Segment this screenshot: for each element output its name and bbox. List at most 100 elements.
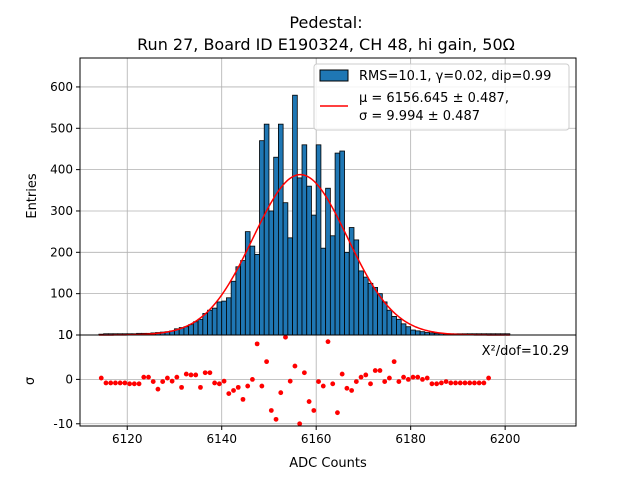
- histogram-bar: [325, 187, 331, 336]
- residual-point: [382, 379, 388, 385]
- histogram-bar: [226, 297, 232, 336]
- top-y-tick-label: 600: [50, 80, 73, 94]
- histogram-bar: [282, 202, 289, 336]
- residual-point: [221, 378, 227, 384]
- x-axis-label: ADC Counts: [289, 456, 367, 471]
- histogram-bar: [414, 330, 421, 336]
- histogram-bar: [381, 301, 388, 336]
- residual-point: [278, 390, 284, 396]
- histogram-bar: [211, 307, 218, 336]
- residual-point: [207, 370, 213, 376]
- histogram-bars: [98, 94, 511, 336]
- histogram-bar: [207, 309, 213, 336]
- residual-point: [283, 334, 288, 340]
- residual-point: [320, 383, 326, 389]
- residual-point: [188, 372, 194, 378]
- residual-point: [467, 380, 473, 386]
- residual-point: [155, 386, 161, 392]
- top-axis-ticks: 0 100 200 300 400 500 600: [50, 80, 80, 342]
- residual-point: [420, 376, 425, 382]
- residual-point: [448, 380, 454, 386]
- residual-point: [273, 416, 279, 422]
- legend-box: [313, 63, 570, 131]
- histogram-bar: [377, 293, 383, 336]
- residual-point: [349, 388, 355, 393]
- residual-point: [179, 384, 184, 390]
- residual-point: [486, 375, 492, 381]
- legend-histogram-label: RMS=10.1, γ=0.02, dip=0.99: [359, 69, 551, 84]
- residual-point: [387, 375, 392, 381]
- histogram-bar: [400, 323, 407, 336]
- top-y-tick-label: 300: [50, 204, 73, 218]
- histogram-bar: [183, 326, 190, 336]
- histogram-bar: [221, 300, 227, 336]
- residual-point: [353, 379, 359, 385]
- histogram-bar: [216, 301, 223, 336]
- residual-point: [103, 380, 109, 386]
- residual-point: [202, 370, 208, 376]
- residual-point: [231, 388, 236, 393]
- top-y-tick-label: 400: [50, 163, 73, 177]
- residual-point: [108, 380, 114, 386]
- residual-point: [235, 384, 241, 390]
- histogram-bar: [249, 245, 256, 336]
- histogram-bar: [410, 329, 416, 336]
- histogram-bar: [188, 324, 194, 336]
- bottom-plot-frame: [79, 334, 577, 427]
- x-tick-label: 6140: [206, 432, 237, 446]
- legend-fit-label-mu: μ = 6156.645 ± 0.487,: [359, 91, 509, 106]
- x-tick-label: 6200: [490, 432, 521, 446]
- residual-point: [443, 379, 449, 385]
- histogram-bar: [329, 235, 336, 336]
- gaussian-fit-curve: [98, 173, 510, 336]
- residual-points: [98, 334, 492, 427]
- chart-title-line2: Run 27, Board ID E190324, CH 48, hi gain…: [137, 35, 515, 54]
- top-y-tick-label: 500: [50, 121, 73, 135]
- residual-point: [472, 380, 477, 386]
- residual-point: [301, 370, 307, 376]
- histogram-bar: [339, 150, 345, 336]
- residual-point: [183, 371, 189, 377]
- top-y-tick-label: 0: [65, 328, 73, 342]
- residual-annotation: X²/dof=10.29: [482, 344, 569, 359]
- histogram-bar: [263, 123, 270, 336]
- residual-point: [198, 384, 203, 390]
- residual-point: [405, 376, 411, 382]
- histogram-bar: [273, 156, 279, 336]
- residual-point: [131, 381, 137, 387]
- residual-point: [438, 380, 444, 386]
- residual-point: [297, 421, 303, 427]
- histogram-bar: [344, 251, 350, 336]
- histogram-bar: [240, 260, 246, 336]
- histogram-bar: [386, 309, 393, 336]
- residual-point: [164, 375, 170, 381]
- residual-point: [358, 374, 364, 380]
- residual-point: [363, 372, 369, 378]
- histogram-bar: [192, 321, 199, 336]
- x-tick-label: 6160: [301, 432, 332, 446]
- bottom-y-tick-label: -10: [53, 417, 73, 431]
- top-y-tick-label: 200: [50, 245, 73, 259]
- histogram-bar: [391, 315, 397, 336]
- residual-point: [462, 380, 468, 386]
- x-tick-label: 6120: [112, 432, 143, 446]
- histogram-bar: [334, 152, 341, 336]
- histogram-bar: [396, 318, 402, 336]
- chart-title-line1: Pedestal:: [289, 13, 362, 32]
- residual-point: [335, 410, 340, 416]
- histogram-bar: [287, 237, 293, 336]
- residual-point: [240, 396, 246, 402]
- histogram-bar: [296, 177, 303, 336]
- histogram-bar: [358, 270, 364, 336]
- residual-point: [372, 368, 378, 373]
- top-y-axis-label: Entries: [25, 173, 40, 219]
- histogram-bar: [301, 144, 308, 336]
- residual-point: [325, 339, 331, 345]
- histogram-bar: [363, 276, 369, 336]
- residual-point: [122, 380, 128, 386]
- residual-point: [391, 359, 397, 365]
- residual-point: [339, 371, 345, 377]
- residual-point: [226, 391, 232, 396]
- residual-point: [136, 381, 142, 387]
- residual-point: [212, 380, 218, 386]
